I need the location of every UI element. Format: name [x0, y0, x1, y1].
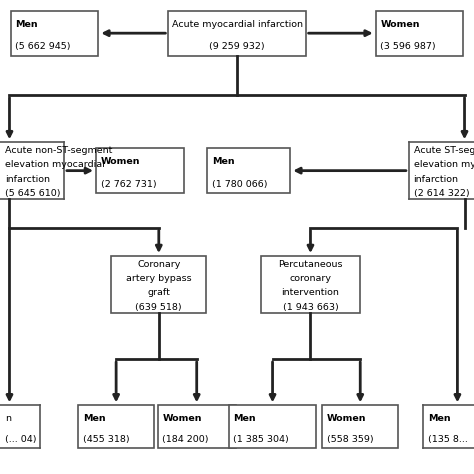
Text: (5 645 610): (5 645 610) — [5, 189, 60, 198]
FancyBboxPatch shape — [157, 405, 236, 448]
FancyBboxPatch shape — [228, 405, 316, 448]
Text: coronary: coronary — [290, 274, 331, 283]
Text: Men: Men — [16, 20, 38, 28]
Text: (1 943 663): (1 943 663) — [283, 303, 338, 311]
Text: Women: Women — [162, 414, 202, 422]
Text: Men: Men — [83, 414, 106, 422]
Text: n: n — [5, 414, 11, 422]
Text: Percutaneous: Percutaneous — [278, 260, 343, 269]
Text: (135 8...: (135 8... — [428, 435, 468, 444]
Text: artery bypass: artery bypass — [126, 274, 191, 283]
Text: Women: Women — [100, 157, 140, 166]
Text: Acute myocardial infarction: Acute myocardial infarction — [172, 20, 302, 28]
FancyBboxPatch shape — [11, 10, 99, 56]
Text: (9 259 932): (9 259 932) — [209, 42, 265, 51]
Text: infarction: infarction — [413, 175, 458, 183]
FancyBboxPatch shape — [168, 10, 306, 56]
Text: Acute ST-segment-: Acute ST-segment- — [413, 146, 474, 155]
FancyBboxPatch shape — [261, 256, 360, 313]
Text: elevation myocardial: elevation myocardial — [413, 161, 474, 169]
Text: (1 385 304): (1 385 304) — [233, 435, 289, 444]
Text: (... 04): (... 04) — [5, 435, 36, 444]
FancyBboxPatch shape — [78, 405, 154, 448]
Text: (184 200): (184 200) — [162, 435, 209, 444]
Text: infarction: infarction — [5, 175, 50, 183]
Text: (1 780 066): (1 780 066) — [212, 180, 268, 189]
FancyBboxPatch shape — [375, 10, 464, 56]
Text: Women: Women — [380, 20, 420, 28]
Text: Acute non-ST-segment: Acute non-ST-segment — [5, 146, 112, 155]
Text: graft: graft — [147, 289, 170, 297]
Text: Men: Men — [233, 414, 256, 422]
Text: (5 662 945): (5 662 945) — [16, 42, 71, 51]
Text: elevation myocardial: elevation myocardial — [5, 161, 104, 169]
Text: (639 518): (639 518) — [136, 303, 182, 311]
Text: (2 614 322): (2 614 322) — [413, 189, 469, 198]
Text: Women: Women — [327, 414, 366, 422]
Text: Men: Men — [428, 414, 450, 422]
Text: Coronary: Coronary — [137, 260, 181, 269]
FancyBboxPatch shape — [207, 148, 290, 193]
Text: (455 318): (455 318) — [83, 435, 129, 444]
Text: (3 596 987): (3 596 987) — [380, 42, 436, 51]
Text: (558 359): (558 359) — [327, 435, 374, 444]
FancyBboxPatch shape — [96, 148, 183, 193]
FancyBboxPatch shape — [322, 405, 398, 448]
Text: intervention: intervention — [282, 289, 339, 297]
Text: Men: Men — [212, 157, 235, 166]
Text: (2 762 731): (2 762 731) — [100, 180, 156, 189]
FancyBboxPatch shape — [111, 256, 206, 313]
